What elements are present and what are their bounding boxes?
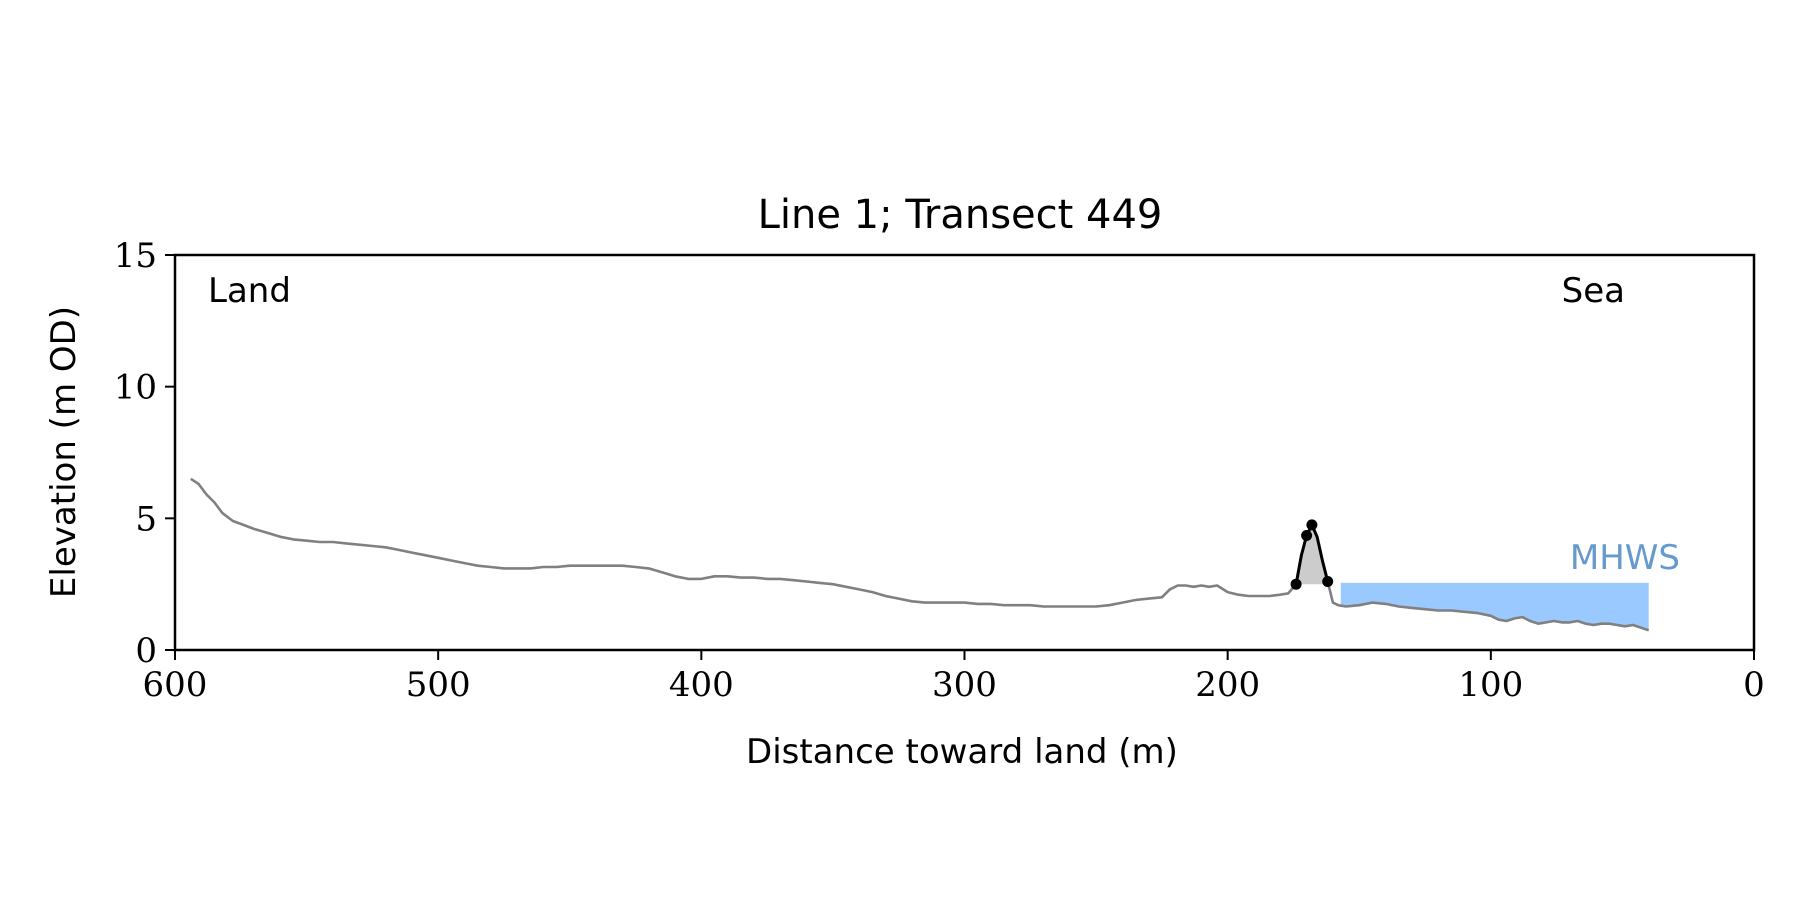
- y-tick-label: 15: [114, 236, 157, 276]
- sea-label: Sea: [1562, 271, 1625, 311]
- x-tick-label: 300: [932, 665, 997, 705]
- x-tick-label: 100: [1458, 665, 1523, 705]
- y-tick-label: 5: [135, 499, 157, 539]
- dune-marker-point: [1306, 519, 1318, 531]
- x-tick-label: 400: [669, 665, 734, 705]
- land-label: Land: [208, 271, 291, 311]
- water-below-mhws: [1340, 582, 1649, 631]
- dune-fill: [1296, 524, 1328, 585]
- axis-ticks: 600 500 400 300 200 100 0 0 5 10 15: [114, 236, 1765, 705]
- x-axis-label: Distance toward land (m): [746, 732, 1178, 772]
- profile-line-landward: [190, 477, 1298, 608]
- y-tick-label: 10: [114, 368, 157, 408]
- x-tick-label: 200: [1195, 665, 1260, 705]
- x-tick-label: 500: [406, 665, 471, 705]
- y-tick-label: 0: [135, 631, 157, 671]
- dune-marker-point: [1290, 578, 1302, 590]
- dune-marker-point: [1322, 576, 1334, 587]
- x-tick-label: 600: [143, 665, 208, 705]
- x-tick-label: 0: [1743, 665, 1765, 705]
- dune-marker-point: [1301, 530, 1313, 541]
- mhws-label: MHWS: [1570, 538, 1680, 578]
- chart-title: Line 1; Transect 449: [758, 192, 1163, 238]
- y-axis-label: Elevation (m OD): [44, 306, 84, 598]
- profile-line-seaward: [1326, 581, 1650, 632]
- plot-area: [190, 477, 1650, 632]
